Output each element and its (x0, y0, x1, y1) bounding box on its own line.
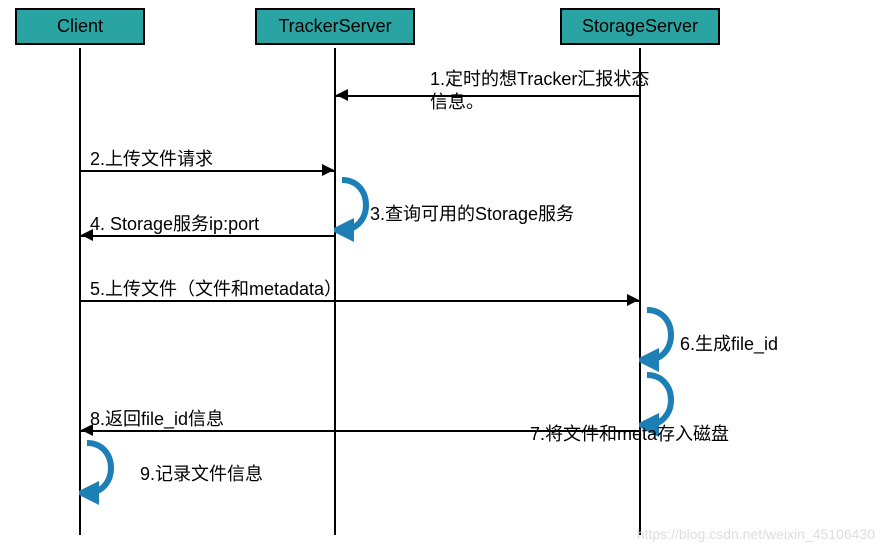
msg3-label: 3.查询可用的Storage服务 (370, 200, 574, 226)
participant-storage-label: StorageServer (582, 16, 698, 36)
msg1-label: 1.定时的想Tracker汇报状态信息。 (430, 68, 660, 115)
msg6-label: 6.生成file_id (680, 330, 778, 356)
watermark: https://blog.csdn.net/weixin_45106430 (637, 526, 875, 542)
msg2-arrow (322, 164, 334, 176)
participant-tracker-label: TrackerServer (278, 16, 391, 36)
msg8-label: 8.返回file_id信息 (90, 405, 224, 431)
msg5-label: 5.上传文件（文件和metadata） (90, 275, 342, 301)
participant-tracker: TrackerServer (255, 8, 415, 45)
participant-client-label: Client (57, 16, 103, 36)
participant-storage: StorageServer (560, 8, 720, 45)
msg7-label: 7.将文件和meta存入磁盘 (530, 420, 729, 446)
msg2-label: 2.上传文件请求 (90, 145, 213, 171)
participant-client: Client (15, 8, 145, 45)
msg9-loop (79, 438, 129, 508)
lifeline-storage (639, 48, 641, 535)
msg4-label: 4. Storage服务ip:port (90, 210, 259, 236)
msg5-arrow (627, 294, 639, 306)
msg1-arrow (336, 89, 348, 101)
msg9-label: 9.记录文件信息 (140, 460, 263, 486)
